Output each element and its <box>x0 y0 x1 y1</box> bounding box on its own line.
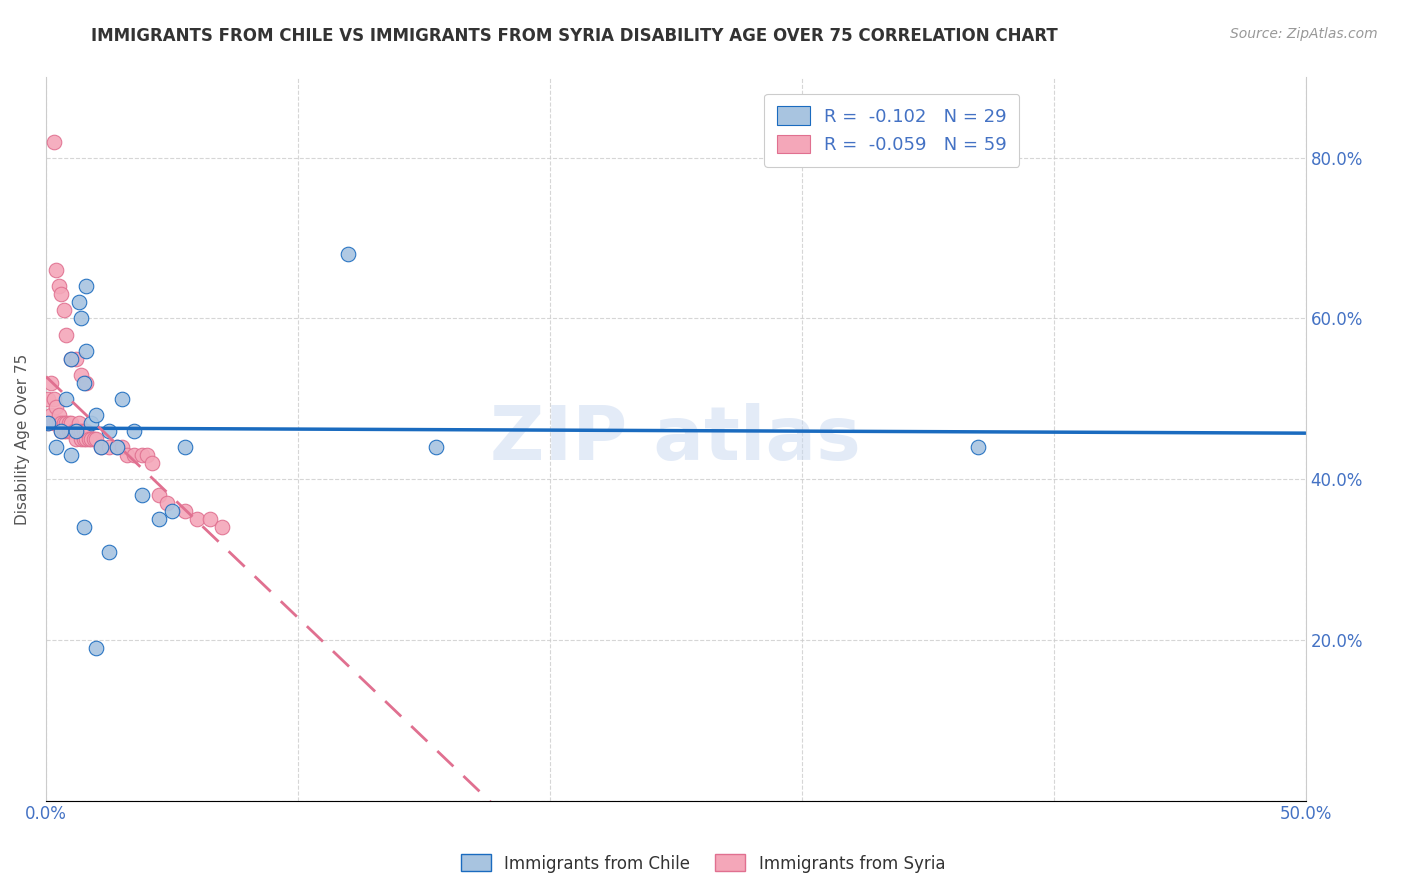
Point <box>967 440 990 454</box>
Point <box>42 416 65 430</box>
Point <box>65 424 87 438</box>
Point <box>337 247 360 261</box>
Point <box>122 448 145 462</box>
Point <box>55 416 77 430</box>
Point <box>97 440 120 454</box>
Point <box>131 488 153 502</box>
Text: Source: ZipAtlas.com: Source: ZipAtlas.com <box>1230 27 1378 41</box>
Point <box>122 424 145 438</box>
Point <box>67 295 90 310</box>
Point <box>75 432 97 446</box>
Point <box>60 448 83 462</box>
Point <box>75 279 97 293</box>
Point <box>70 368 93 382</box>
Point <box>198 512 221 526</box>
Point <box>73 432 96 446</box>
Point <box>55 392 77 406</box>
Point <box>90 440 112 454</box>
Point <box>45 263 67 277</box>
Point <box>211 520 233 534</box>
Point <box>110 392 132 406</box>
Point <box>80 432 103 446</box>
Point <box>62 424 84 438</box>
Point <box>105 440 128 454</box>
Point <box>77 432 100 446</box>
Point <box>75 343 97 358</box>
Point <box>70 432 93 446</box>
Point <box>141 456 163 470</box>
Point <box>115 448 138 462</box>
Point <box>75 376 97 390</box>
Point <box>60 424 83 438</box>
Point <box>39 408 62 422</box>
Text: IMMIGRANTS FROM CHILE VS IMMIGRANTS FROM SYRIA DISABILITY AGE OVER 75 CORRELATIO: IMMIGRANTS FROM CHILE VS IMMIGRANTS FROM… <box>91 27 1059 45</box>
Point <box>97 544 120 558</box>
Point <box>425 440 447 454</box>
Point <box>42 392 65 406</box>
Point <box>49 416 72 430</box>
Point <box>52 424 75 438</box>
Y-axis label: Disability Age Over 75: Disability Age Over 75 <box>15 353 30 524</box>
Point <box>90 440 112 454</box>
Point <box>48 408 70 422</box>
Point <box>70 424 93 438</box>
Point <box>86 432 108 446</box>
Point <box>49 424 72 438</box>
Point <box>83 432 105 446</box>
Point <box>39 376 62 390</box>
Point <box>45 416 67 430</box>
Point <box>37 416 59 430</box>
Point <box>45 440 67 454</box>
Point <box>73 424 96 438</box>
Point <box>45 400 67 414</box>
Point <box>65 432 87 446</box>
Point <box>173 504 195 518</box>
Point <box>37 392 59 406</box>
Point <box>48 279 70 293</box>
Point <box>58 424 80 438</box>
Point <box>52 303 75 318</box>
Point <box>49 424 72 438</box>
Point <box>135 448 157 462</box>
Point <box>48 416 70 430</box>
Point <box>148 512 170 526</box>
Point <box>55 424 77 438</box>
Point <box>148 488 170 502</box>
Legend: R =  -0.102   N = 29, R =  -0.059   N = 59: R = -0.102 N = 29, R = -0.059 N = 59 <box>765 94 1019 167</box>
Text: ZIP atlas: ZIP atlas <box>491 402 860 475</box>
Point <box>105 440 128 454</box>
Point <box>70 311 93 326</box>
Point <box>67 416 90 430</box>
Point <box>97 424 120 438</box>
Point <box>42 135 65 149</box>
Point <box>52 416 75 430</box>
Point <box>60 351 83 366</box>
Point <box>131 448 153 462</box>
Point <box>55 327 77 342</box>
Point <box>160 504 183 518</box>
Point <box>173 440 195 454</box>
Point <box>73 376 96 390</box>
Point <box>60 416 83 430</box>
Point <box>67 424 90 438</box>
Point <box>186 512 208 526</box>
Point <box>80 416 103 430</box>
Point <box>86 640 108 655</box>
Point <box>65 351 87 366</box>
Point <box>49 287 72 301</box>
Point <box>86 408 108 422</box>
Point <box>75 424 97 438</box>
Point <box>110 440 132 454</box>
Point <box>58 416 80 430</box>
Point <box>37 416 59 430</box>
Point <box>60 351 83 366</box>
Point <box>73 520 96 534</box>
Point <box>156 496 179 510</box>
Legend: Immigrants from Chile, Immigrants from Syria: Immigrants from Chile, Immigrants from S… <box>454 847 952 880</box>
